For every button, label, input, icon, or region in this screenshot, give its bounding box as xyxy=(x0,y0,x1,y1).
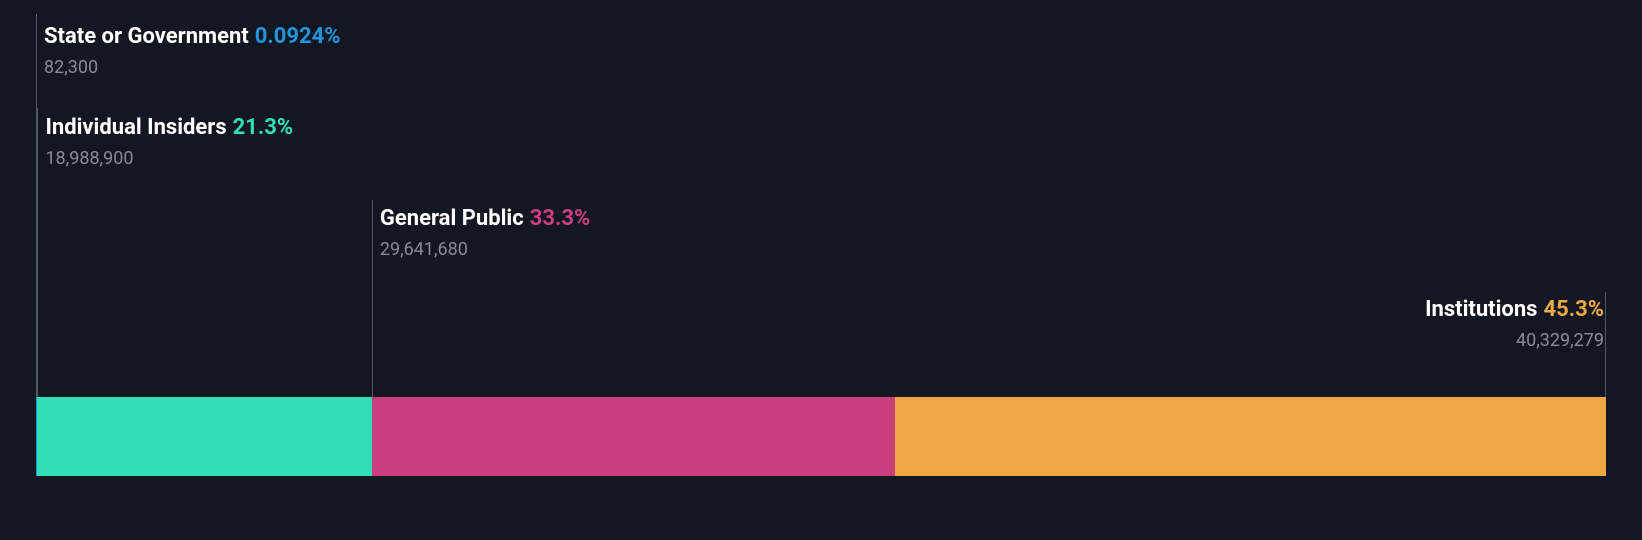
segment-count: 29,641,680 xyxy=(380,239,590,260)
segment-label: General Public33.3% 29,641,680 xyxy=(380,206,590,260)
segment-count: 82,300 xyxy=(44,57,341,78)
guide-tick xyxy=(1605,292,1606,397)
bar-segment xyxy=(372,397,895,476)
segment-percent: 45.3% xyxy=(1543,297,1604,322)
segment-name: Institutions xyxy=(1425,297,1537,322)
segment-percent: 0.0924% xyxy=(255,24,341,49)
segment-percent: 21.3% xyxy=(233,115,294,140)
segment-percent: 33.3% xyxy=(530,206,591,231)
ownership-bar xyxy=(36,397,1606,476)
bar-segment xyxy=(37,397,371,476)
segment-name: General Public xyxy=(380,206,524,231)
segment-count: 18,988,900 xyxy=(45,148,293,169)
segment-label: Individual Insiders 21.3% 18,988,900 xyxy=(45,115,293,169)
ownership-breakdown-chart: State or Government0.0924% 82,300 Individu… xyxy=(0,0,1642,540)
guide-tick xyxy=(372,200,373,397)
segment-name: Individual Insiders xyxy=(45,115,226,140)
segment-count: 40,329,279 xyxy=(1425,330,1604,351)
segment-name: State or Government xyxy=(44,24,249,49)
bar-segment xyxy=(895,397,1606,476)
segment-label: Institutions45.3% 40,329,279 xyxy=(1425,297,1604,351)
segment-label: State or Government0.0924% 82,300 xyxy=(44,24,341,78)
guide-tick xyxy=(37,108,38,397)
